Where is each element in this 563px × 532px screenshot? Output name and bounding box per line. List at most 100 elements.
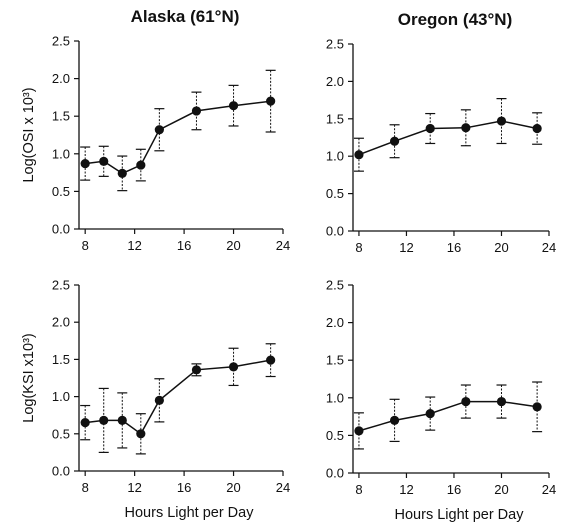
y-tick-label: 2.5 (326, 278, 344, 293)
x-tick-label: 12 (127, 480, 141, 495)
series-line (358, 120, 538, 156)
y-tick-label: 1.0 (326, 149, 344, 164)
panel-title: Alaska (61°N) (131, 7, 240, 26)
y-axis-label: Log(OSI x 10³) (21, 87, 37, 182)
y-tick-label: 1.5 (52, 109, 70, 124)
error-bar (117, 155, 128, 192)
x-tick-label: 20 (494, 240, 508, 255)
data-point (99, 156, 109, 166)
data-point (532, 402, 542, 412)
error-bar (496, 384, 507, 419)
y-tick-label: 2.0 (326, 74, 344, 89)
y-tick-label: 0.0 (52, 222, 70, 237)
x-tick-label: 24 (542, 240, 556, 255)
x-tick-label: 16 (447, 482, 461, 497)
series-line (358, 400, 538, 432)
data-point (228, 101, 239, 111)
data-point (136, 160, 146, 170)
data-point (99, 415, 109, 426)
data-point (228, 362, 239, 372)
data-point (136, 429, 146, 439)
y-tick-label: 0.0 (326, 224, 344, 239)
x-tick-label: 20 (226, 238, 240, 253)
y-tick-label: 2.5 (52, 278, 70, 293)
data-point (389, 415, 400, 425)
data-point (354, 426, 364, 436)
data-point (266, 96, 276, 106)
x-tick-label: 8 (355, 240, 362, 255)
error-bar (228, 84, 239, 127)
x-axis-label: Hours Light per Day (125, 505, 255, 521)
x-tick-label: 24 (276, 238, 290, 253)
error-bar (80, 146, 91, 181)
y-tick-label: 1.5 (326, 111, 344, 126)
y-tick-label: 2.5 (52, 34, 70, 49)
error-bar (80, 404, 91, 441)
x-tick-label: 24 (542, 482, 556, 497)
x-tick-label: 12 (399, 482, 413, 497)
y-tick-label: 1.5 (52, 352, 70, 367)
data-point (496, 396, 507, 407)
data-point (154, 395, 164, 405)
y-tick-label: 0.0 (326, 466, 344, 481)
data-point (80, 418, 90, 428)
error-bar (265, 343, 276, 378)
data-point (354, 150, 364, 160)
data-point (389, 136, 400, 146)
y-axis-label: Log(KSI x10³) (21, 333, 37, 422)
x-tick-label: 20 (494, 482, 508, 497)
y-tick-label: 0.0 (52, 464, 70, 479)
data-point (461, 123, 471, 133)
data-point (532, 123, 542, 134)
data-point (461, 396, 471, 407)
series-line (85, 359, 271, 435)
x-tick-label: 16 (177, 480, 191, 495)
x-tick-label: 24 (276, 480, 290, 495)
x-tick-label: 12 (399, 240, 413, 255)
y-tick-label: 1.0 (52, 389, 70, 404)
error-bar (353, 137, 364, 172)
error-bar (389, 124, 400, 159)
data-point (425, 408, 435, 419)
series-line (85, 100, 271, 175)
data-point (425, 123, 435, 134)
y-tick-label: 2.0 (52, 71, 70, 86)
x-tick-label: 12 (127, 238, 141, 253)
data-point (80, 158, 90, 169)
panel-2: 0.0 0.5 1.0 1.5 2.0 2.5 8 12 16 20 24 Oregon (43°N) (326, 10, 556, 255)
data-point (154, 125, 164, 135)
y-tick-label: 1.0 (326, 390, 344, 405)
panel-1: 0.0 0.5 1.0 1.5 2.0 2.5 8 12 16 20 24 Alaska (61°N)… (21, 7, 290, 253)
x-tick-label: 8 (82, 480, 89, 495)
error-bar (460, 384, 471, 419)
y-tick-label: 1.0 (52, 146, 70, 161)
error-bar (135, 413, 146, 455)
data-point (191, 106, 202, 116)
y-tick-label: 2.0 (326, 315, 344, 330)
y-tick-label: 2.0 (52, 315, 70, 330)
data-point (496, 116, 507, 126)
error-bar (117, 392, 128, 449)
error-bar (425, 396, 436, 431)
x-tick-label: 8 (355, 482, 362, 497)
x-axis-label: Hours Light per Day (395, 507, 525, 523)
y-tick-label: 2.5 (326, 37, 344, 52)
y-tick-label: 0.5 (52, 184, 70, 199)
x-tick-label: 16 (447, 240, 461, 255)
y-tick-label: 0.5 (326, 428, 344, 443)
panel-title: Oregon (43°N) (398, 10, 512, 29)
data-point (266, 355, 276, 365)
error-bar (265, 69, 276, 133)
x-tick-label: 20 (226, 480, 240, 495)
x-tick-label: 16 (177, 238, 191, 253)
x-tick-label: 8 (82, 238, 89, 253)
data-point (117, 415, 127, 426)
y-tick-label: 1.5 (326, 353, 344, 368)
panel-3: 0.0 0.5 1.0 1.5 2.0 2.5 8 12 16 20 24 Log(KSI x10³)… (21, 278, 290, 522)
panel-4: 0.0 0.5 1.0 1.5 2.0 2.5 8 12 16 20 24 Hours Light p… (326, 278, 556, 524)
y-tick-label: 0.5 (326, 186, 344, 201)
data-point (117, 168, 127, 178)
data-point (191, 365, 202, 375)
